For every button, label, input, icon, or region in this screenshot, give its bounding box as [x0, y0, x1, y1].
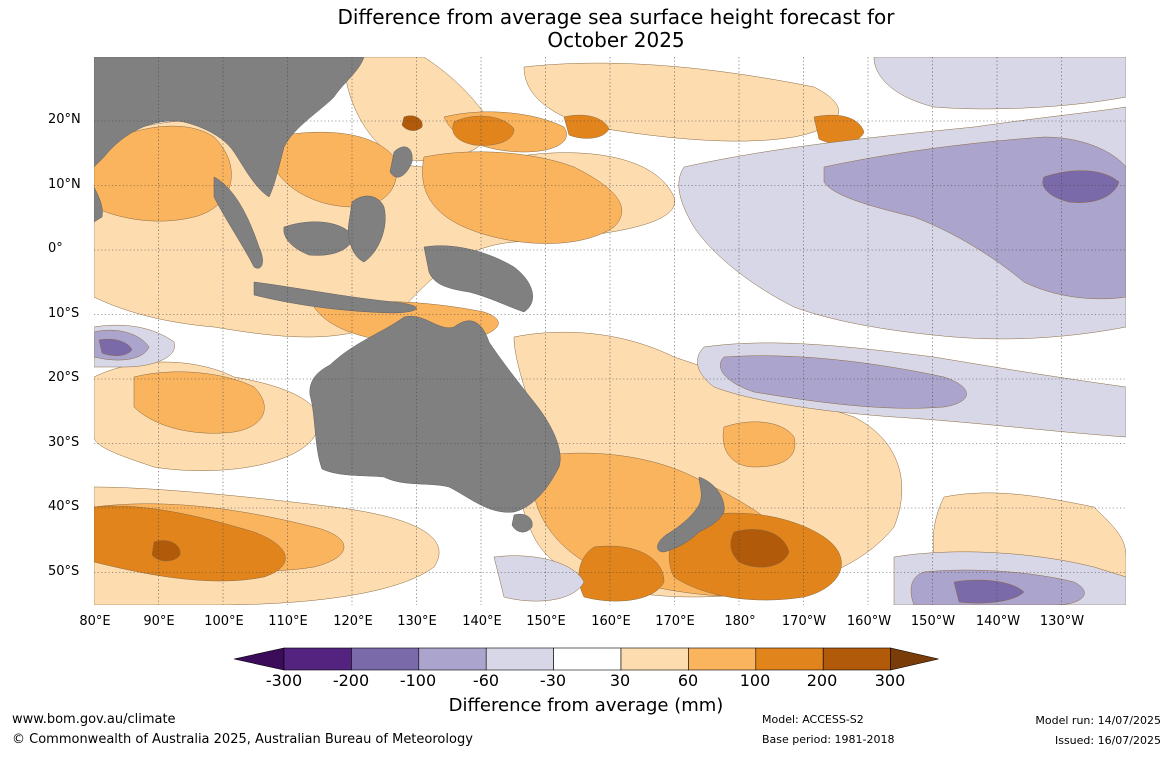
- lon-label: 170°W: [781, 614, 827, 629]
- lon-label: 140°W: [975, 614, 1021, 629]
- lon-label: 100°E: [204, 614, 244, 629]
- lat-label: 40°S: [48, 499, 80, 514]
- colorbar-cell: [688, 647, 757, 671]
- colorbar-cell: [755, 647, 824, 671]
- lat-label: 10°S: [48, 306, 80, 321]
- colorbar-tick-label: 100: [739, 671, 771, 690]
- colorbar-tick-label: -100: [399, 671, 437, 690]
- lon-label: 130°W: [1039, 614, 1085, 629]
- map-title-line2: October 2025: [547, 28, 685, 52]
- lat-label: 20°N: [48, 112, 81, 127]
- lon-label: 140°E: [462, 614, 502, 629]
- colorbar-tick-label: -30: [539, 671, 567, 690]
- anomaly-minus-100-200-region: [98, 170, 1120, 604]
- colorbar-extend-high: [890, 647, 939, 671]
- colorbar-cell: [620, 647, 689, 671]
- footer-issued: Issued: 16/07/2025: [1054, 734, 1161, 747]
- lon-label: 160°W: [846, 614, 892, 629]
- colorbar-cell: [283, 647, 352, 671]
- colorbar-title: Difference from average (mm): [448, 695, 724, 716]
- sea-surface-height-map: [94, 57, 1126, 605]
- footer-url[interactable]: www.bom.gov.au/climate: [12, 712, 176, 727]
- map-title-line1: Difference from average sea surface heig…: [337, 5, 895, 29]
- footer-base-period: Base period: 1981-2018: [762, 733, 895, 746]
- lat-label: 20°S: [48, 370, 80, 385]
- footer-copyright: © Commonwealth of Australia 2025, Austra…: [12, 732, 473, 747]
- colorbar-cell: [351, 647, 420, 671]
- footer-model: Model: ACCESS-S2: [762, 713, 864, 726]
- lat-label: 50°S: [48, 564, 80, 579]
- colorbar-tick-label: 200: [806, 671, 838, 690]
- colorbar-cell: [418, 647, 487, 671]
- lon-label: 150°E: [526, 614, 566, 629]
- lon-label: 80°E: [79, 614, 111, 629]
- colorbar-cell: [553, 647, 622, 671]
- colorbar-tick-label: -200: [332, 671, 370, 690]
- colorbar-tick-label: -60: [472, 671, 500, 690]
- graticule: [94, 57, 1126, 605]
- lon-label: 130°E: [397, 614, 437, 629]
- land-mass: [94, 57, 725, 553]
- lon-label: 160°E: [591, 614, 631, 629]
- lon-label: 150°W: [910, 614, 956, 629]
- colorbar-tick-label: 300: [874, 671, 906, 690]
- colorbar-tick-label: 60: [677, 671, 699, 690]
- lon-label: 120°E: [333, 614, 373, 629]
- lat-label: 0°: [48, 241, 63, 256]
- lat-label: 30°S: [48, 435, 80, 450]
- lon-label: 180°: [724, 614, 756, 629]
- lat-label: 10°N: [48, 177, 81, 192]
- colorbar-cell: [485, 647, 554, 671]
- anomaly-200-300-region: [151, 115, 790, 568]
- colorbar-tick-label: 30: [609, 671, 631, 690]
- colorbar: [233, 647, 939, 671]
- colorbar-cell: [822, 647, 891, 671]
- footer-model-run: Model run: 14/07/2025: [1035, 714, 1161, 727]
- colorbar-extend-low: [233, 647, 285, 671]
- lon-label: 110°E: [268, 614, 308, 629]
- lon-label: 90°E: [143, 614, 175, 629]
- lon-label: 170°E: [655, 614, 695, 629]
- colorbar-tick-label: -300: [265, 671, 303, 690]
